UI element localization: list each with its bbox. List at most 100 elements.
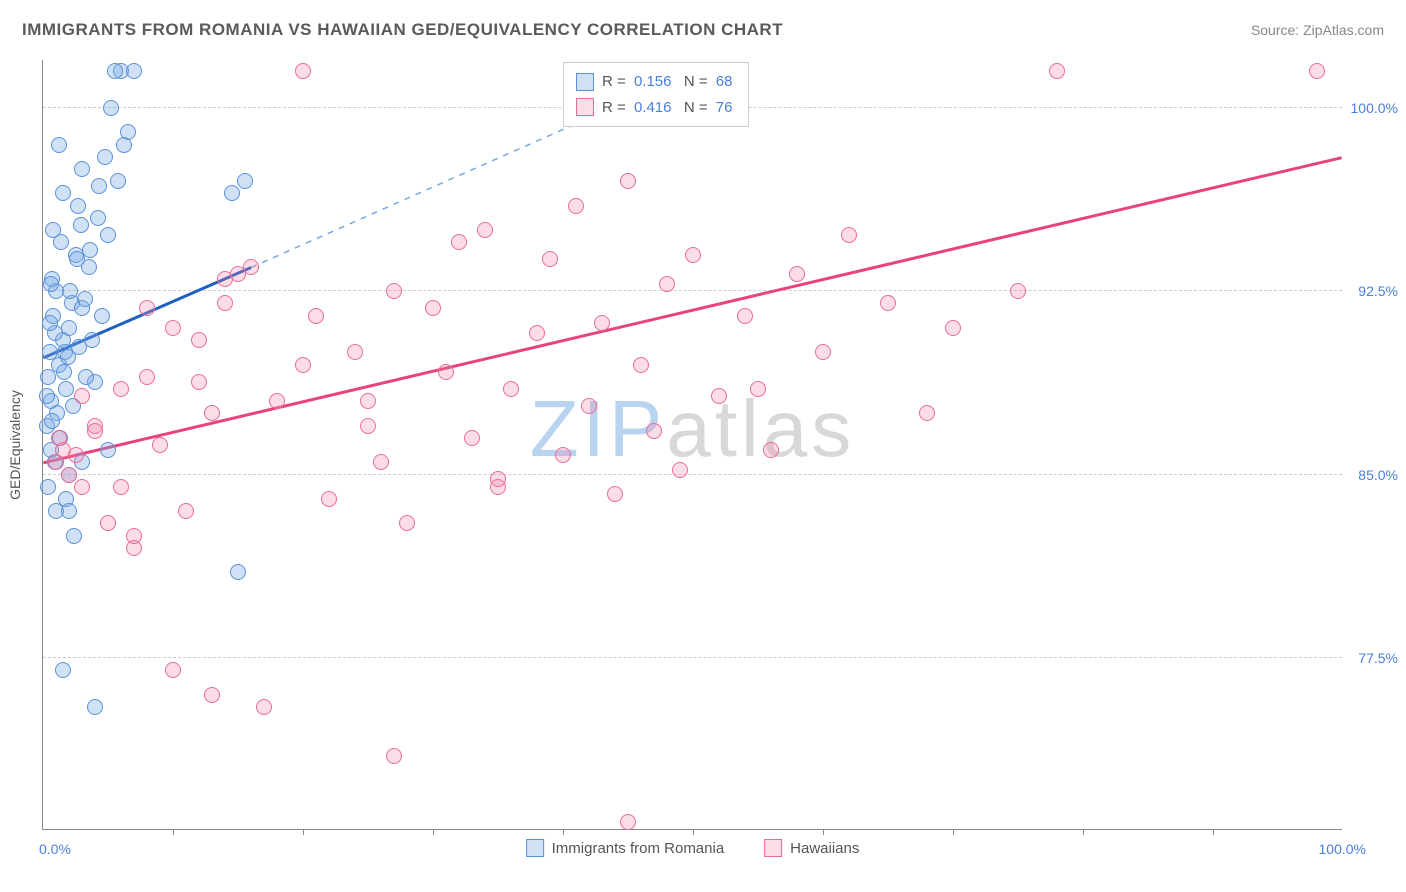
legend-box: R = 0.156 N = 68 R = 0.416 N = 76 — [563, 62, 749, 127]
data-point — [42, 315, 58, 331]
data-point — [1309, 63, 1325, 79]
gridline: 92.5% — [43, 290, 1342, 291]
data-point — [204, 405, 220, 421]
legend-swatch — [526, 839, 544, 857]
data-point — [347, 344, 363, 360]
data-point — [45, 222, 61, 238]
data-point — [672, 462, 688, 478]
data-point — [74, 388, 90, 404]
data-point — [815, 344, 831, 360]
x-tick — [433, 829, 434, 835]
data-point — [178, 503, 194, 519]
data-point — [295, 357, 311, 373]
data-point — [56, 364, 72, 380]
data-point — [1010, 283, 1026, 299]
y-tick-label: 92.5% — [1358, 283, 1398, 299]
data-point — [224, 185, 240, 201]
data-point — [43, 276, 59, 292]
data-point — [113, 381, 129, 397]
data-point — [100, 442, 116, 458]
x-tick — [823, 829, 824, 835]
x-axis-max-label: 100.0% — [1319, 841, 1366, 857]
data-point — [100, 515, 116, 531]
source-label: Source: ZipAtlas.com — [1251, 22, 1384, 38]
x-tick — [1213, 829, 1214, 835]
x-tick — [173, 829, 174, 835]
data-point — [763, 442, 779, 458]
data-point — [321, 491, 337, 507]
data-point — [90, 210, 106, 226]
data-point — [217, 295, 233, 311]
data-point — [633, 357, 649, 373]
y-tick-label: 100.0% — [1351, 100, 1398, 116]
data-point — [84, 332, 100, 348]
data-point — [87, 423, 103, 439]
data-point — [399, 515, 415, 531]
data-point — [425, 300, 441, 316]
data-point — [110, 173, 126, 189]
data-point — [581, 398, 597, 414]
legend-label: Hawaiians — [790, 840, 859, 857]
data-point — [126, 63, 142, 79]
data-point — [55, 662, 71, 678]
plot-area: GED/Equivalency ZIPatlas 77.5%85.0%92.5%… — [42, 60, 1342, 830]
data-point — [70, 198, 86, 214]
data-point — [386, 283, 402, 299]
chart-title: IMMIGRANTS FROM ROMANIA VS HAWAIIAN GED/… — [22, 20, 783, 40]
y-tick-label: 77.5% — [1358, 650, 1398, 666]
data-point — [139, 369, 155, 385]
data-point — [82, 242, 98, 258]
data-point — [103, 100, 119, 116]
data-point — [74, 161, 90, 177]
data-point — [94, 308, 110, 324]
data-point — [555, 447, 571, 463]
data-point — [1049, 63, 1065, 79]
data-point — [61, 503, 77, 519]
data-point — [269, 393, 285, 409]
data-point — [620, 173, 636, 189]
data-point — [91, 178, 107, 194]
legend-swatch — [576, 73, 594, 91]
data-point — [529, 325, 545, 341]
bottom-legend-item: Hawaiians — [764, 839, 859, 857]
legend-label: Immigrants from Romania — [552, 840, 725, 857]
data-point — [77, 291, 93, 307]
data-point — [594, 315, 610, 331]
data-point — [646, 423, 662, 439]
legend-swatch — [764, 839, 782, 857]
gridline: 77.5% — [43, 657, 1342, 658]
data-point — [78, 369, 94, 385]
data-point — [97, 149, 113, 165]
data-point — [490, 471, 506, 487]
gridline: 85.0% — [43, 474, 1342, 475]
data-point — [40, 479, 56, 495]
data-point — [503, 381, 519, 397]
data-point — [477, 222, 493, 238]
legend-swatch — [576, 98, 594, 116]
data-point — [55, 185, 71, 201]
legend-stat: R = 0.416 N = 76 — [602, 95, 736, 121]
data-point — [919, 405, 935, 421]
data-point — [438, 364, 454, 380]
legend-row: R = 0.156 N = 68 — [576, 69, 736, 95]
data-point — [230, 564, 246, 580]
x-tick — [693, 829, 694, 835]
data-point — [230, 266, 246, 282]
data-point — [152, 437, 168, 453]
data-point — [40, 369, 56, 385]
data-point — [841, 227, 857, 243]
data-point — [464, 430, 480, 446]
data-point — [204, 687, 220, 703]
x-tick — [953, 829, 954, 835]
data-point — [360, 418, 376, 434]
data-point — [568, 198, 584, 214]
data-point — [880, 295, 896, 311]
data-point — [62, 283, 78, 299]
x-tick — [1083, 829, 1084, 835]
data-point — [61, 467, 77, 483]
data-point — [191, 374, 207, 390]
data-point — [295, 63, 311, 79]
data-point — [51, 137, 67, 153]
data-point — [100, 227, 116, 243]
data-point — [44, 413, 60, 429]
